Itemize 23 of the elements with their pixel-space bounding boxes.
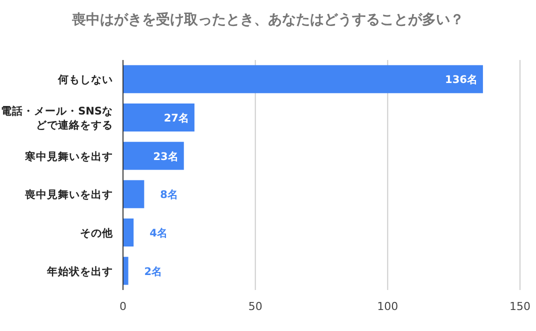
bar — [123, 180, 144, 208]
data-label: 2名 — [144, 264, 163, 278]
y-tick-label: 何もしない — [57, 74, 113, 86]
bar — [123, 104, 194, 132]
bar — [123, 142, 184, 170]
data-label: 27名 — [164, 112, 190, 124]
x-tick-label: 0 — [120, 300, 126, 313]
y-tick-label: 電話・メール・SNSなどで連絡をする — [1, 104, 113, 132]
data-label: 8名 — [160, 188, 178, 202]
y-tick-label: 喪中見舞いを出す — [24, 188, 113, 202]
x-tick-label: 150 — [510, 300, 530, 313]
bar — [123, 218, 134, 246]
y-tick-label: 寒中見舞いを出す — [24, 150, 113, 163]
chart-title: 喪中はがきを受け取ったとき、あなたはどうすることが多い？ — [71, 12, 464, 28]
bar — [123, 65, 483, 94]
x-tick-label: 100 — [377, 300, 398, 313]
bar — [123, 256, 128, 285]
y-tick-label: その他 — [80, 226, 114, 240]
data-label: 136名 — [445, 73, 478, 86]
x-tick-label: 50 — [248, 300, 262, 313]
data-label: 4名 — [150, 226, 168, 240]
y-tick-label: 年始状を出す — [46, 264, 113, 278]
data-label: 23名 — [153, 150, 179, 163]
